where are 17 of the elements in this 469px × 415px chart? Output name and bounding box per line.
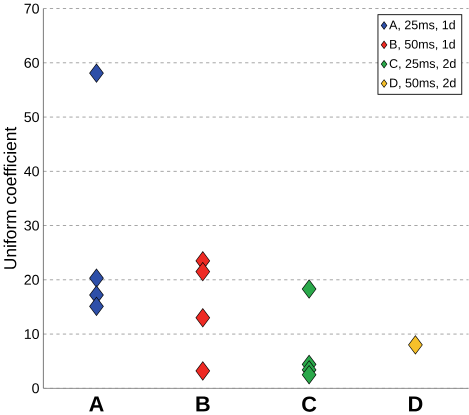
y-tick-label: 40 <box>24 166 39 176</box>
x-tick-label: C <box>302 396 316 412</box>
y-tick-label: 10 <box>24 328 39 339</box>
y-axis-title: Uniform coefficient <box>4 126 16 269</box>
x-tick-label: D <box>409 396 422 412</box>
x-tick-label: A <box>89 396 104 412</box>
legend-label: A, 25ms, 1d <box>389 20 455 31</box>
y-tick-label: 20 <box>24 274 39 285</box>
y-tick-label: 30 <box>24 220 39 230</box>
y-tick-label: 60 <box>24 58 39 68</box>
legend-label: D, 50ms, 2d <box>390 78 456 89</box>
legend-label: C, 25ms, 2d <box>390 58 456 70</box>
y-tick-label: 70 <box>24 3 39 14</box>
legend-label: B, 50ms, 1d <box>390 39 455 50</box>
y-tick-label: 0 <box>32 383 39 394</box>
x-tick-label: B <box>196 396 210 412</box>
y-tick-label: 50 <box>24 112 39 122</box>
